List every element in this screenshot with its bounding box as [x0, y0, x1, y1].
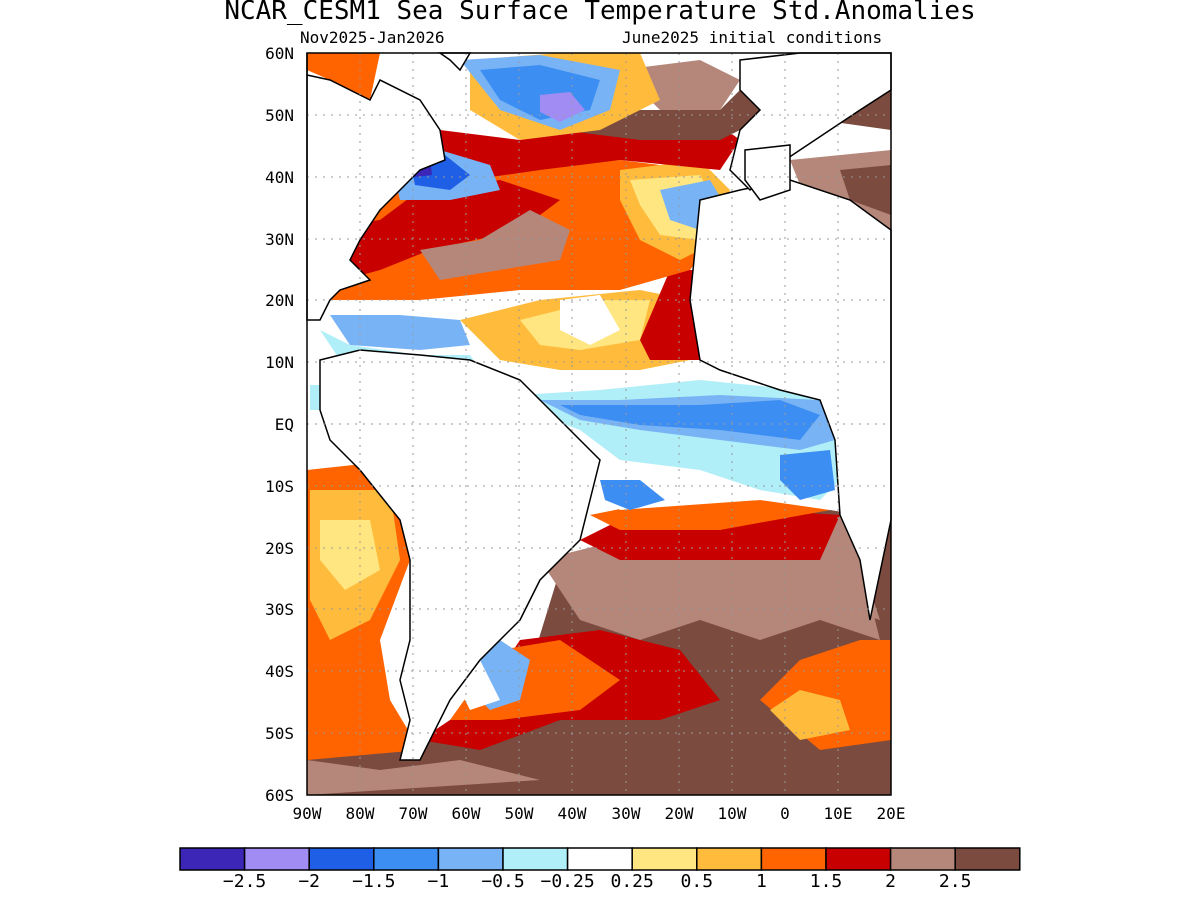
colorbar-label: 0.25 [610, 871, 654, 892]
lon-label: 50W [504, 804, 534, 823]
lat-label: 30N [265, 230, 294, 249]
colorbar-label: −2.5 [222, 871, 267, 892]
south-equatorial-blue [600, 480, 665, 510]
lat-label: 10N [265, 353, 294, 372]
gulf-of-guinea-blue [780, 450, 835, 500]
lat-label: 20S [265, 539, 294, 558]
initial-conditions: June2025 initial conditions [622, 28, 883, 47]
colorbar-label: −0.25 [540, 871, 595, 892]
colorbar-swatch [566, 847, 633, 871]
labrador-deep-blue [540, 92, 585, 122]
lon-label: 20E [876, 804, 906, 823]
colorbar-swatch [373, 847, 440, 871]
lon-label: 0 [780, 804, 790, 823]
arctic-top-orange [307, 53, 380, 100]
colorbar-swatch [631, 847, 698, 871]
lon-label: 40W [557, 804, 587, 823]
caribbean-blue [330, 315, 470, 350]
colorbar-label: −1.5 [352, 871, 396, 892]
lat-label: 60N [265, 44, 294, 63]
colorbar-swatch [502, 847, 569, 871]
subtropical-brown [420, 210, 570, 280]
west-africa-red [640, 270, 700, 360]
colorbar [179, 847, 1021, 871]
lon-label: 60W [451, 804, 481, 823]
map-frame [306, 52, 892, 796]
lon-label: 20W [664, 804, 694, 823]
colorbar-label: 2 [885, 871, 897, 892]
south-east-yellow [770, 690, 850, 740]
colorbar-swatch [179, 847, 246, 871]
southeast-pacific-pale [320, 520, 380, 590]
iberia-land [744, 144, 791, 201]
lon-label: 10W [717, 804, 747, 823]
colorbar-label: 0.5 [680, 871, 714, 892]
lat-label: 30S [265, 600, 294, 619]
colorbar-label: 1 [755, 871, 767, 892]
lat-label: EQ [274, 415, 294, 434]
colorbar-swatch [243, 847, 310, 871]
colorbar-swatch [760, 847, 827, 871]
colorbar-label: −2 [298, 871, 321, 892]
anomaly-field [307, 53, 891, 795]
lat-label: 10S [265, 477, 294, 496]
subtropical-red [307, 180, 560, 290]
colorbar-label: 2.5 [938, 871, 972, 892]
lon-label: 30W [611, 804, 641, 823]
colorbar-label: −1 [427, 871, 450, 892]
lon-label: 80W [345, 804, 375, 823]
lat-label: 50N [265, 106, 294, 125]
colorbar-swatch [889, 847, 956, 871]
colorbar-swatch [696, 847, 763, 871]
lat-label: 20N [265, 291, 294, 310]
lat-label: 40S [265, 662, 294, 681]
colorbar-swatch [825, 847, 892, 871]
chart-title: NCAR_CESM1 Sea Surface Temperature Std.A… [224, 0, 976, 26]
north-america-land [306, 53, 446, 321]
graticule [307, 53, 891, 795]
southern-light-brown-lower [307, 760, 540, 795]
tropical-white-patch [560, 295, 620, 345]
forecast-period: Nov2025-Jan2026 [300, 28, 445, 47]
lon-label: 90W [292, 804, 322, 823]
lon-label: 10E [823, 804, 853, 823]
colorbar-label: −0.5 [481, 871, 525, 892]
africa-land [689, 179, 892, 621]
lat-label: 50S [265, 724, 294, 743]
south-america-land [319, 349, 601, 761]
lon-label: 70W [398, 804, 428, 823]
land-mask [306, 52, 892, 761]
lat-label: 40N [265, 168, 294, 187]
equatorial-blue-core [560, 400, 820, 440]
lat-label: 60S [265, 786, 294, 805]
colorbar-swatch [954, 847, 1021, 871]
colorbar-swatch [437, 847, 504, 871]
colorbar-swatch [308, 847, 375, 871]
colorbar-label: 1.5 [809, 871, 843, 892]
